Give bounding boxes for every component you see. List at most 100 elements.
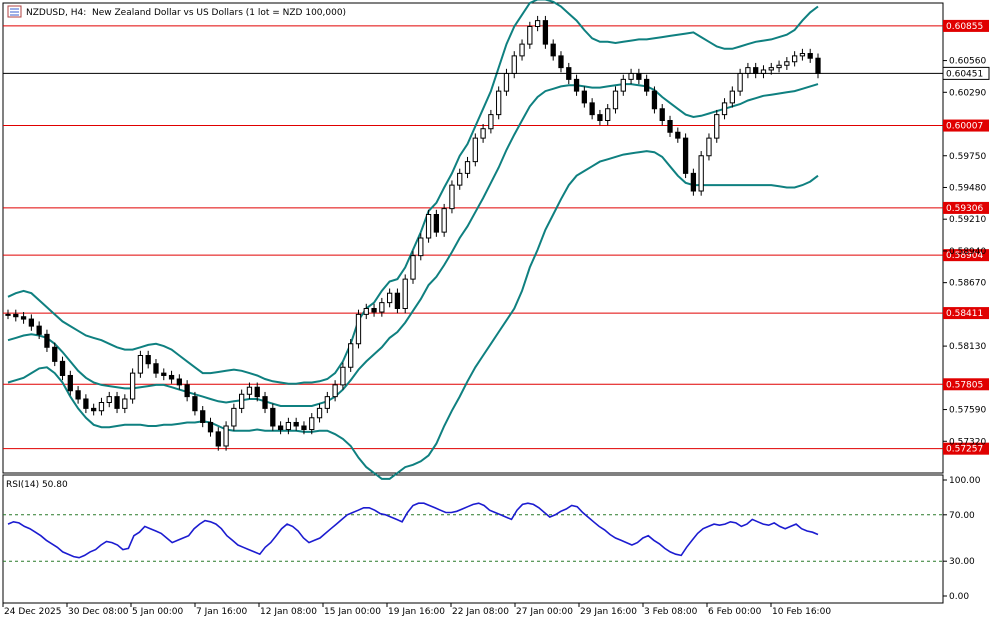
price-tick-label: 0.60560 bbox=[949, 57, 986, 67]
candle-body bbox=[28, 318, 35, 327]
level-label: 0.58904 bbox=[946, 251, 983, 261]
candle-body bbox=[675, 131, 681, 139]
candle-body bbox=[449, 184, 455, 210]
candle-body bbox=[36, 325, 42, 335]
level-label: 0.60007 bbox=[946, 122, 983, 132]
candle-body bbox=[301, 425, 307, 431]
rsi-tick-label: 70.00 bbox=[949, 511, 975, 521]
level-label-bg bbox=[943, 307, 989, 320]
time-tick-label: 22 Jan 08:00 bbox=[452, 607, 509, 617]
time-tick-label: 15 Jan 00:00 bbox=[324, 607, 381, 617]
candle-body bbox=[332, 384, 338, 398]
candle-body bbox=[348, 343, 354, 368]
candle-body bbox=[324, 396, 330, 409]
rsi-axis: 100.00 70.00 30.00 0.00 bbox=[943, 476, 981, 602]
bollinger-bands bbox=[7, 0, 819, 480]
rsi-tick-label: 0.00 bbox=[949, 592, 969, 602]
candle-body bbox=[340, 366, 346, 386]
price-tick-label: 0.59210 bbox=[949, 215, 986, 225]
current-price: 0.60451 bbox=[3, 66, 990, 80]
candle-body bbox=[184, 384, 190, 398]
candle-body bbox=[605, 108, 611, 121]
candle-body bbox=[379, 302, 385, 313]
time-tick-label: 29 Jan 16:00 bbox=[580, 607, 637, 617]
candle-body bbox=[706, 137, 712, 157]
bollinger-middle-band bbox=[7, 83, 819, 407]
level-label: 0.59306 bbox=[946, 204, 983, 214]
candle-body bbox=[122, 398, 128, 409]
time-tick-label: 7 Jan 16:00 bbox=[196, 607, 248, 617]
price-tick-label: 0.57320 bbox=[949, 437, 986, 447]
time-tick-label: 5 Jan 00:00 bbox=[132, 607, 184, 617]
level-label-bg bbox=[943, 378, 989, 391]
rsi-label: RSI(14) 50.80 bbox=[6, 480, 68, 490]
rsi-panel-frame bbox=[2, 474, 944, 604]
candle-body bbox=[106, 396, 112, 403]
candle-body bbox=[371, 308, 377, 313]
main-chart-frame bbox=[2, 2, 944, 474]
price-axis: 0.60560 0.60290 0.59750 0.59480 0.59210 0.589… bbox=[943, 57, 986, 447]
candle-body bbox=[316, 407, 323, 419]
candlesticks bbox=[5, 15, 821, 451]
candle-body bbox=[550, 43, 556, 57]
candle-body bbox=[153, 363, 159, 374]
candle-body bbox=[511, 55, 517, 74]
candle-body bbox=[309, 417, 315, 431]
candle-body bbox=[254, 386, 260, 398]
rsi-line bbox=[7, 502, 819, 559]
candle-body bbox=[161, 372, 167, 376]
candle-body bbox=[636, 73, 642, 80]
rsi-tick-label: 30.00 bbox=[949, 557, 975, 567]
price-tick-label: 0.59750 bbox=[949, 152, 986, 162]
candle-body bbox=[682, 137, 689, 174]
candle-body bbox=[410, 255, 416, 280]
candle-body bbox=[573, 78, 580, 92]
candle-body bbox=[355, 313, 362, 345]
candle-body bbox=[799, 53, 806, 57]
current-price-label: 0.60451 bbox=[946, 69, 983, 79]
time-tick-label: 24 Dec 2025 bbox=[4, 607, 62, 617]
candle-body bbox=[503, 73, 510, 92]
candle-body bbox=[293, 421, 299, 427]
time-tick-label: 3 Feb 08:00 bbox=[644, 607, 698, 617]
candle-body bbox=[433, 214, 440, 233]
candle-body bbox=[13, 313, 19, 318]
rsi-tick-label: 100.00 bbox=[949, 476, 981, 486]
candle-body bbox=[285, 421, 292, 431]
time-tick-label: 10 Feb 16:00 bbox=[772, 607, 831, 617]
price-tick-label: 0.58940 bbox=[949, 247, 986, 257]
candle-body bbox=[496, 90, 502, 116]
price-tick-label: 0.58670 bbox=[949, 279, 986, 289]
candle-body bbox=[425, 214, 432, 239]
candle-body bbox=[129, 372, 136, 400]
candle-body bbox=[698, 155, 704, 192]
level-label: 0.60855 bbox=[946, 22, 983, 32]
candle-body bbox=[644, 78, 650, 92]
candle-body bbox=[776, 64, 782, 69]
candle-body bbox=[137, 355, 144, 374]
candle-body bbox=[527, 26, 533, 45]
candle-body bbox=[200, 410, 206, 423]
candle-body bbox=[192, 396, 198, 412]
candle-body bbox=[457, 172, 463, 186]
candle-body bbox=[402, 278, 408, 309]
candle-body bbox=[542, 20, 549, 45]
candle-body bbox=[231, 407, 237, 427]
candle-body bbox=[67, 374, 73, 392]
candle-body bbox=[589, 102, 595, 116]
price-tick-label: 0.57590 bbox=[949, 406, 986, 416]
candle-body bbox=[628, 73, 634, 80]
chart-header: NZDUSD, H4: New Zealand Dollar vs US Dol… bbox=[7, 5, 346, 18]
candle-body bbox=[581, 90, 587, 104]
candle-body bbox=[558, 55, 564, 69]
level-label-bg bbox=[943, 119, 989, 132]
candle-body bbox=[145, 355, 151, 365]
time-tick-label: 27 Jan 00:00 bbox=[516, 607, 573, 617]
candle-body bbox=[753, 67, 759, 74]
candle-body bbox=[737, 73, 743, 92]
candle-body bbox=[745, 67, 751, 74]
time-tick-label: 19 Jan 16:00 bbox=[388, 607, 445, 617]
price-tick-label: 0.60290 bbox=[949, 88, 986, 98]
candle-body bbox=[262, 396, 268, 409]
